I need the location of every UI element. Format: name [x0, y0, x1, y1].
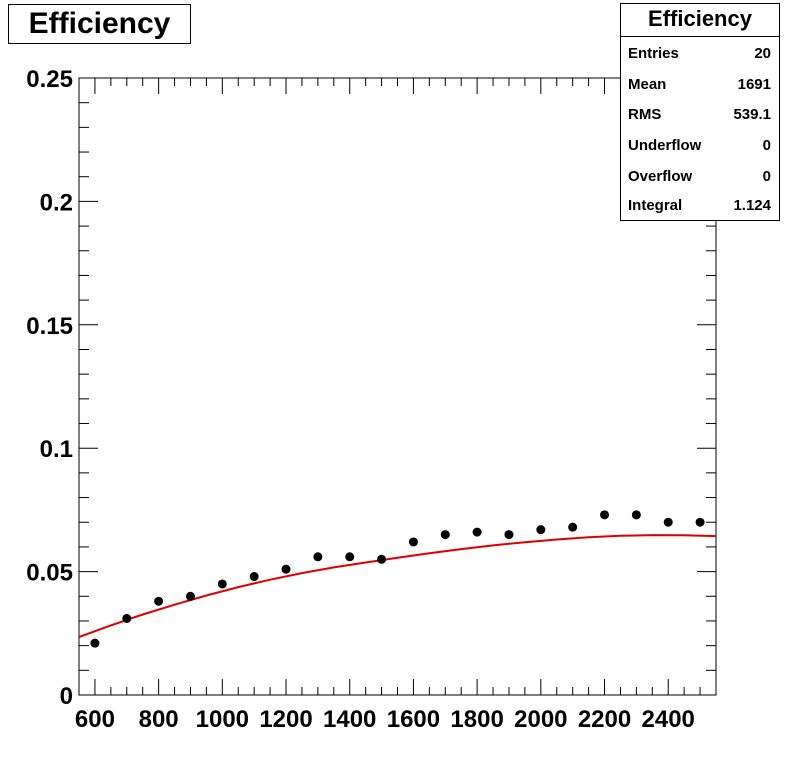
stat-label: Overflow [628, 168, 693, 185]
y-tick-label: 0 [60, 683, 73, 710]
data-point [536, 525, 546, 535]
data-point [281, 564, 291, 574]
x-tick-label: 1400 [323, 706, 376, 733]
stat-row-mean: Mean 1691 [628, 76, 771, 96]
data-point [600, 510, 610, 520]
fit-curve [78, 534, 717, 638]
data-point [345, 552, 355, 562]
chart-title: Efficiency [28, 7, 171, 40]
data-point [90, 638, 100, 648]
stat-value: 1691 [737, 76, 771, 93]
stat-value: 1.124 [733, 197, 771, 214]
x-tick-label: 800 [139, 706, 179, 733]
x-tick-label: 1200 [259, 706, 312, 733]
stat-row-overflow: Overflow 0 [628, 168, 771, 188]
stat-row-entries: Entries 20 [628, 45, 771, 65]
stat-label: Mean [628, 76, 667, 93]
stat-label: RMS [628, 106, 662, 123]
data-point [408, 537, 418, 547]
data-point [313, 552, 323, 562]
data-point [217, 579, 227, 589]
stat-label: Integral [628, 197, 683, 214]
stat-value: 20 [754, 45, 771, 62]
stat-value: 539.1 [733, 106, 771, 123]
data-point [249, 572, 259, 582]
chart-title-box: Efficiency [8, 4, 191, 44]
x-tick-label: 2000 [514, 706, 567, 733]
x-tick-label: 2400 [642, 706, 695, 733]
x-tick-label: 1000 [196, 706, 249, 733]
y-tick-label: 0.25 [26, 66, 73, 93]
stat-row-rms: RMS 539.1 [628, 106, 771, 126]
data-point [663, 517, 673, 527]
data-point [122, 613, 132, 623]
data-point [154, 596, 164, 606]
y-tick-label: 0.05 [26, 560, 73, 587]
data-point [377, 554, 387, 564]
data-point [185, 591, 195, 601]
data-point [631, 510, 641, 520]
stat-label: Entries [628, 45, 679, 62]
stats-title: Efficiency [621, 4, 779, 37]
stat-value: 0 [762, 168, 771, 185]
data-point [440, 530, 450, 540]
stat-label: Underflow [628, 137, 702, 154]
y-tick-label: 0.1 [40, 436, 73, 463]
y-tick-label: 0.2 [40, 189, 73, 216]
data-point [568, 522, 578, 532]
x-tick-label: 1800 [450, 706, 503, 733]
x-tick-label: 2200 [578, 706, 631, 733]
stat-row-integral: Integral 1.124 [628, 197, 771, 217]
x-tick-label: 1600 [387, 706, 440, 733]
data-point [504, 530, 514, 540]
data-point [472, 527, 482, 537]
stat-row-underflow: Underflow 0 [628, 137, 771, 157]
stat-value: 0 [762, 137, 771, 154]
x-tick-label: 600 [75, 706, 115, 733]
stats-box: Efficiency Entries 20 Mean 1691 RMS 539.… [620, 3, 780, 221]
data-point [695, 517, 705, 527]
y-tick-label: 0.15 [26, 313, 73, 340]
